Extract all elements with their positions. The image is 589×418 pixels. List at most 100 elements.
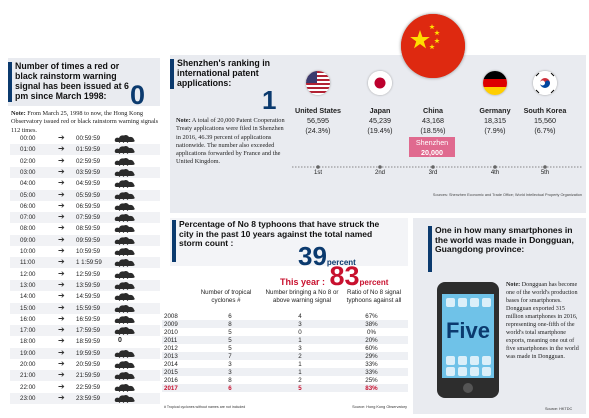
rainstorm-accent-bar	[8, 62, 12, 102]
rain-cloud-icon	[114, 292, 136, 302]
arrow-right-icon: ➔	[58, 133, 65, 142]
typhoon-title: Percentage of No 8 typhoons that have st…	[179, 219, 380, 249]
phones-accent-bar	[428, 226, 432, 272]
rank-label: 2nd	[374, 170, 385, 176]
arrow-right-icon: ➔	[58, 212, 65, 222]
ratio-cell: 38%	[335, 320, 408, 328]
rain-cloud-icon	[114, 281, 136, 291]
rain-cloud-icon	[114, 371, 136, 381]
country-name: United States	[295, 106, 341, 115]
typhoon-header-bg	[170, 218, 408, 266]
rainstorm-hour-row: 01:00 ➔ 01:59:59	[10, 144, 160, 156]
hour-end: 04:59:59	[76, 180, 101, 188]
rain-cloud-icon	[114, 383, 136, 392]
south-korea-flag-icon	[533, 71, 557, 95]
hour-end: 09:59:59	[76, 236, 101, 244]
hour-start: 18:00	[20, 338, 36, 346]
typhoon-row: 2009 8 3 38%	[162, 320, 408, 328]
rain-cloud-icon	[114, 157, 136, 166]
rain-cloud-icon	[114, 315, 136, 325]
hour-start: 06:00	[20, 202, 36, 210]
rainstorm-hour-row: 21:00 ➔ 21:59:59	[10, 370, 160, 382]
rain-cloud-icon	[114, 224, 136, 234]
arrow-right-icon: ➔	[58, 325, 65, 335]
country-pct: (6.7%)	[534, 126, 556, 135]
arrow-right-icon: ➔	[58, 223, 65, 233]
rain-cloud-icon	[114, 349, 136, 358]
year-cell: 2009	[162, 320, 195, 328]
rainstorm-count: 0	[130, 80, 146, 110]
rainstorm-hour-row: 09:00 ➔ 09:59:59	[10, 234, 160, 246]
rainstorm-hour-row: 23:00 ➔ 23:59:59	[10, 392, 160, 405]
country-value: 15,560	[534, 116, 556, 125]
hour-end: 15:59:59	[76, 304, 101, 312]
rain-cloud-icon	[114, 191, 136, 200]
rainstorm-hour-row: 17:00 ➔ 17:59:59	[10, 325, 160, 337]
typhoon-source: Source: Hong Kong Observatory	[352, 405, 407, 409]
patents-source: Sources: Shenzhen Economic and Trade Off…	[432, 193, 582, 197]
cyclones-cell: 5	[195, 336, 265, 344]
rainstorm-hour-row: 15:00 ➔ 15:59:59	[10, 302, 160, 314]
hour-end: 03:59:59	[76, 168, 101, 176]
hour-end: 22:59:59	[76, 383, 101, 391]
rank-label: 1st	[313, 170, 322, 176]
rain-cloud-icon	[114, 304, 136, 313]
hour-start: 12:00	[20, 270, 36, 278]
rain-cloud-icon	[114, 258, 136, 268]
rainstorm-hour-row: 22:00 ➔ 22:59:59	[10, 382, 160, 393]
typhoon-row: 2016 8 2 25%	[162, 376, 408, 384]
arrow-right-icon: ➔	[58, 246, 65, 255]
typhoon-row: 2013 7 2 29%	[162, 352, 408, 360]
country-pct: (19.4%)	[367, 126, 393, 135]
cyclones-cell: 3	[195, 368, 265, 376]
typhoon-overall: 39percent	[298, 241, 356, 272]
hour-end: 14:59:59	[76, 293, 101, 301]
cyclones-cell: 8	[228, 376, 232, 384]
shenzhen-highlight-box: Shenzhen 20,000	[409, 137, 455, 157]
rainstorm-hour-row: 16:00 ➔ 16:59:59	[10, 314, 160, 325]
arrow-right-icon: ➔	[58, 189, 65, 199]
hour-start: 03:00	[20, 168, 36, 176]
phones-source: Source: HKTDC	[545, 407, 573, 411]
china-flag-icon	[401, 14, 465, 78]
rainstorm-hour-row: 05:00 ➔ 05:59:59	[10, 189, 160, 201]
rainstorm-hour-row: 07:00 ➔ 07:59:59	[10, 212, 160, 224]
hour-end: 01:59:59	[76, 146, 101, 154]
arrow-right-icon: ➔	[58, 392, 65, 402]
typhoon-row: 2011 5 1 20%	[162, 336, 408, 344]
ratio-cell: 20%	[335, 336, 408, 344]
year-cell: 2012	[164, 344, 178, 352]
rain-cloud-icon	[114, 360, 136, 370]
rain-cloud-icon	[114, 168, 136, 178]
cyclones-cell: 7	[195, 352, 265, 360]
arrow-right-icon: ➔	[58, 313, 65, 323]
typhoon-footnote: # Tropical cyclones without names are no…	[164, 405, 246, 409]
arrow-right-icon: ➔	[58, 178, 65, 188]
arrow-right-icon: ➔	[58, 381, 65, 391]
hour-end: 08:59:59	[76, 225, 101, 233]
rain-cloud-icon	[114, 134, 136, 144]
country-pct: (24.3%)	[305, 126, 331, 135]
ratio-cell: 83%	[335, 384, 408, 392]
hour-count: 0	[118, 337, 122, 345]
arrow-right-icon: ➔	[58, 359, 65, 368]
hour-start: 11:00	[20, 259, 36, 267]
rainstorm-hour-row: 06:00 ➔ 06:59:59	[10, 201, 160, 212]
hour-start: 04:00	[20, 180, 36, 188]
hour-start: 07:00	[20, 214, 36, 222]
cyclones-cell: 8	[195, 320, 265, 328]
shenzhen-label: Shenzhen	[415, 138, 449, 147]
hour-end: 00:59:59	[76, 135, 101, 142]
hour-start: 13:00	[20, 281, 36, 289]
year-cell: 2008	[164, 312, 178, 320]
hour-start: 17:00	[20, 327, 36, 335]
germany-flag-icon	[483, 71, 507, 95]
cyclones-cell: 5	[228, 328, 232, 336]
hour-start: 08:00	[20, 225, 36, 233]
cyclones-cell: 3	[228, 360, 232, 368]
year-cell: 2015	[162, 368, 195, 376]
signal8-cell: 2	[265, 352, 335, 360]
arrow-right-icon: ➔	[58, 347, 65, 357]
hour-start: 10:00	[20, 248, 36, 255]
country-name: Japan	[369, 106, 391, 115]
